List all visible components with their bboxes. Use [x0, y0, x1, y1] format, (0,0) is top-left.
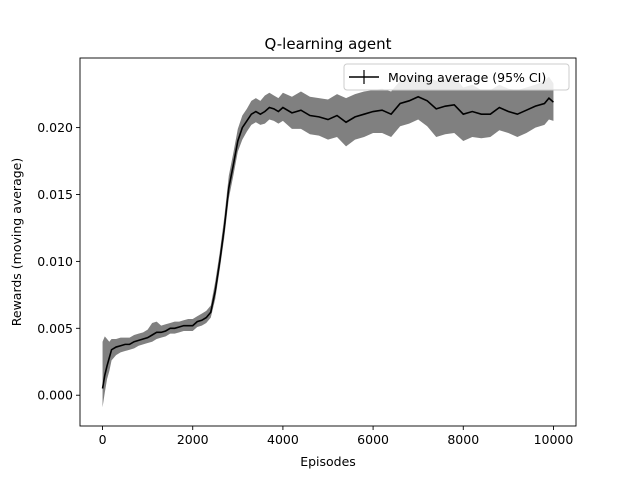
y-tick-label: 0.005 [37, 321, 73, 336]
y-tick-label: 0.000 [37, 388, 73, 403]
x-axis-ticks: 0 2000 4000 6000 8000 10000 [99, 426, 574, 447]
x-tick-label: 10000 [534, 432, 574, 447]
y-axis-ticks: 0.000 0.005 0.010 0.015 0.020 [37, 120, 80, 403]
x-tick-label: 4000 [267, 432, 299, 447]
legend-box [343, 63, 570, 91]
y-tick-label: 0.020 [37, 120, 73, 135]
x-tick-label: 8000 [447, 432, 479, 447]
legend: Moving average (95% CI) [343, 63, 570, 91]
plot-area-frame [79, 57, 577, 427]
moving-average-line [101, 95, 554, 389]
x-tick-label: 0 [99, 432, 107, 447]
x-axis-label: Episodes [300, 454, 356, 469]
legend-entry-label: Moving average (95% CI) [388, 70, 546, 85]
x-tick-label: 2000 [177, 432, 209, 447]
x-tick-label: 6000 [357, 432, 389, 447]
y-axis-label: Rewards (moving average) [9, 158, 24, 327]
ci-band [102, 74, 554, 408]
y-tick-label: 0.015 [37, 187, 73, 202]
chart-title: Q-learning agent [265, 35, 392, 53]
y-tick-label: 0.010 [37, 254, 73, 269]
